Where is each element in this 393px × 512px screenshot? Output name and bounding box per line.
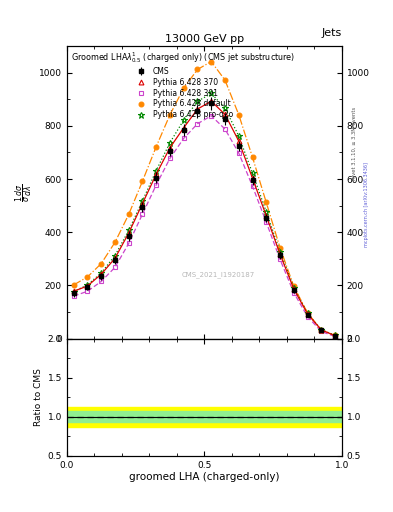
Pythia 6.428 pro-q2o <box>72 288 76 294</box>
Pythia 6.428 391 <box>278 257 283 263</box>
Pythia 6.428 default <box>113 239 118 245</box>
Line: Pythia 6.428 391: Pythia 6.428 391 <box>71 113 338 339</box>
Pythia 6.428 default <box>195 67 200 73</box>
Pythia 6.428 391 <box>113 264 118 270</box>
Pythia 6.428 default <box>305 310 310 316</box>
Pythia 6.428 pro-q2o <box>140 198 145 204</box>
Pythia 6.428 default <box>222 77 227 83</box>
Pythia 6.428 370 <box>319 327 324 333</box>
Pythia 6.428 default <box>209 58 214 65</box>
Pythia 6.428 default <box>250 154 255 160</box>
Pythia 6.428 pro-q2o <box>168 140 173 146</box>
Pythia 6.428 391 <box>264 219 269 225</box>
Pythia 6.428 391 <box>72 293 76 299</box>
Line: Pythia 6.428 default: Pythia 6.428 default <box>71 59 338 338</box>
Pythia 6.428 default <box>154 143 159 150</box>
Pythia 6.428 370 <box>222 112 227 118</box>
Pythia 6.428 pro-q2o <box>319 327 324 333</box>
Legend: CMS, Pythia 6.428 370, Pythia 6.428 391, Pythia 6.428 default, Pythia 6.428 pro-: CMS, Pythia 6.428 370, Pythia 6.428 391,… <box>69 48 296 121</box>
Pythia 6.428 391 <box>250 183 255 189</box>
Pythia 6.428 default <box>278 245 283 251</box>
Pythia 6.428 default <box>182 85 186 91</box>
Pythia 6.428 pro-q2o <box>154 167 159 174</box>
Pythia 6.428 391 <box>222 126 227 132</box>
Pythia 6.428 370 <box>237 138 241 144</box>
Pythia 6.428 391 <box>292 290 296 296</box>
Pythia 6.428 370 <box>72 288 76 294</box>
Y-axis label: $\frac{1}{\sigma}\frac{d\sigma}{d\lambda}$: $\frac{1}{\sigma}\frac{d\sigma}{d\lambda… <box>13 183 35 202</box>
Pythia 6.428 370 <box>209 98 214 104</box>
Pythia 6.428 370 <box>333 333 338 339</box>
Pythia 6.428 pro-q2o <box>222 105 227 111</box>
Text: Rivet 3.1.10, ≥ 3.3M events: Rivet 3.1.10, ≥ 3.3M events <box>352 106 357 180</box>
Pythia 6.428 default <box>333 332 338 338</box>
Pythia 6.428 pro-q2o <box>278 249 283 255</box>
Pythia 6.428 default <box>319 327 324 333</box>
Pythia 6.428 391 <box>168 155 173 161</box>
Pythia 6.428 391 <box>182 135 186 141</box>
Pythia 6.428 pro-q2o <box>127 227 131 233</box>
Pythia 6.428 391 <box>305 313 310 319</box>
Pythia 6.428 391 <box>319 328 324 334</box>
Pythia 6.428 391 <box>140 211 145 217</box>
Pythia 6.428 370 <box>113 255 118 262</box>
Y-axis label: Ratio to CMS: Ratio to CMS <box>35 368 43 426</box>
Pythia 6.428 370 <box>195 106 200 112</box>
Pythia 6.428 default <box>72 282 76 288</box>
Line: Pythia 6.428 pro-q2o: Pythia 6.428 pro-q2o <box>71 90 338 338</box>
Pythia 6.428 default <box>99 261 104 267</box>
Pythia 6.428 370 <box>278 251 283 257</box>
Pythia 6.428 370 <box>99 271 104 278</box>
Line: Pythia 6.428 370: Pythia 6.428 370 <box>71 99 338 338</box>
Pythia 6.428 370 <box>85 283 90 289</box>
Pythia 6.428 370 <box>127 230 131 236</box>
Pythia 6.428 pro-q2o <box>237 133 241 139</box>
Pythia 6.428 default <box>85 274 90 280</box>
Pythia 6.428 pro-q2o <box>85 282 90 288</box>
Pythia 6.428 370 <box>250 175 255 181</box>
Pythia 6.428 pro-q2o <box>99 270 104 276</box>
Pythia 6.428 391 <box>85 288 90 294</box>
Pythia 6.428 default <box>264 199 269 205</box>
Pythia 6.428 default <box>237 112 241 118</box>
Pythia 6.428 391 <box>195 121 200 127</box>
Text: mcplots.cern.ch [arXiv:1306.3436]: mcplots.cern.ch [arXiv:1306.3436] <box>364 162 369 247</box>
Pythia 6.428 pro-q2o <box>250 170 255 176</box>
Pythia 6.428 default <box>292 283 296 289</box>
Text: Jets: Jets <box>321 28 342 38</box>
Pythia 6.428 370 <box>140 201 145 207</box>
Pythia 6.428 391 <box>333 333 338 339</box>
Pythia 6.428 370 <box>292 286 296 292</box>
Pythia 6.428 370 <box>264 212 269 219</box>
Title: 13000 GeV pp: 13000 GeV pp <box>165 34 244 44</box>
Pythia 6.428 default <box>140 178 145 184</box>
Pythia 6.428 pro-q2o <box>113 252 118 259</box>
Pythia 6.428 pro-q2o <box>333 332 338 338</box>
Pythia 6.428 370 <box>168 144 173 151</box>
Pythia 6.428 370 <box>305 311 310 317</box>
Pythia 6.428 pro-q2o <box>264 209 269 215</box>
Pythia 6.428 default <box>127 211 131 218</box>
Pythia 6.428 default <box>168 112 173 118</box>
Pythia 6.428 391 <box>154 182 159 188</box>
Pythia 6.428 pro-q2o <box>209 90 214 96</box>
Pythia 6.428 pro-q2o <box>292 285 296 291</box>
Pythia 6.428 391 <box>209 113 214 119</box>
Pythia 6.428 391 <box>237 150 241 156</box>
Pythia 6.428 pro-q2o <box>195 98 200 104</box>
Pythia 6.428 pro-q2o <box>305 310 310 316</box>
Pythia 6.428 pro-q2o <box>182 117 186 123</box>
Pythia 6.428 391 <box>99 279 104 285</box>
X-axis label: groomed LHA (charged-only): groomed LHA (charged-only) <box>129 472 279 482</box>
Text: CMS_2021_I1920187: CMS_2021_I1920187 <box>182 271 255 278</box>
Pythia 6.428 370 <box>182 124 186 131</box>
Pythia 6.428 391 <box>127 240 131 246</box>
Pythia 6.428 370 <box>154 171 159 177</box>
